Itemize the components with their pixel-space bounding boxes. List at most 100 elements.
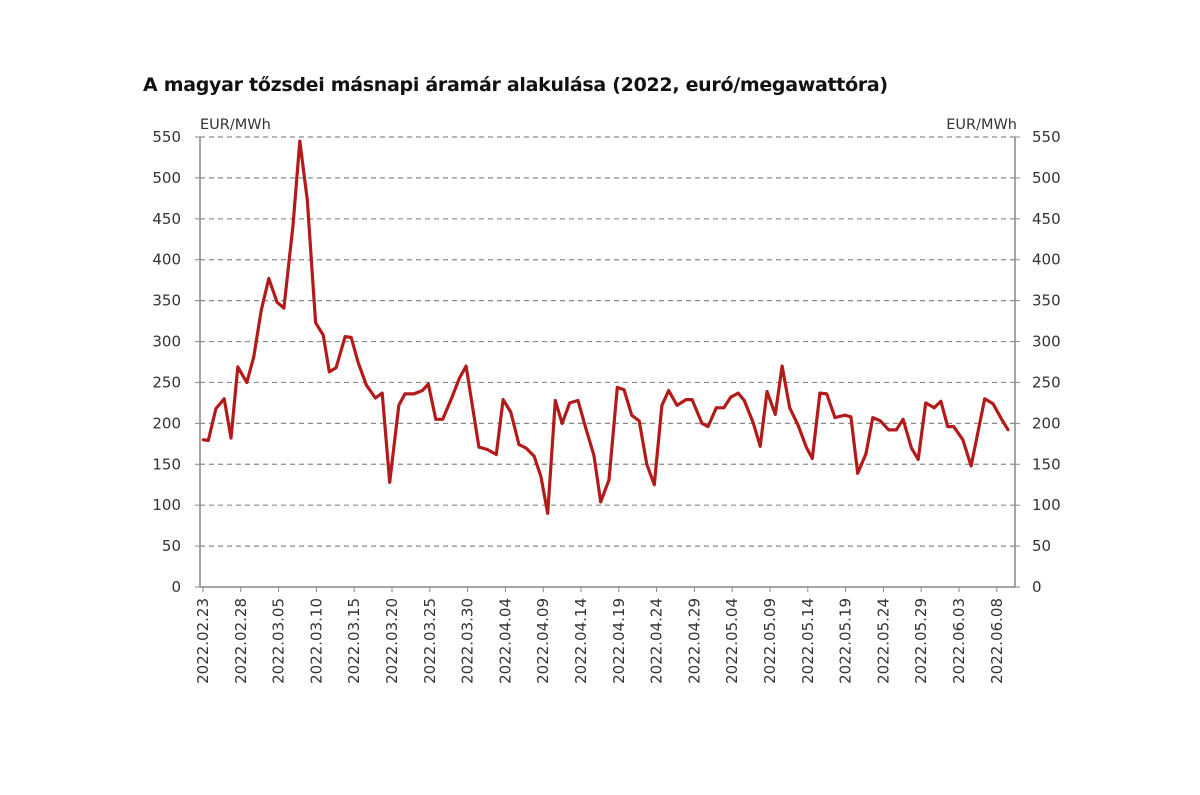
data-point (825, 392, 829, 396)
x-tick-label: 2022.03.05 (270, 598, 288, 684)
left-y-tick-label: 150 (152, 455, 181, 473)
data-point (321, 333, 325, 337)
data-point (267, 277, 271, 280)
x-tick-label: 2022.05.04 (723, 598, 741, 684)
right-y-tick-label: 350 (1032, 292, 1061, 310)
data-point (532, 454, 536, 458)
x-tick-label: 2022.05.19 (837, 598, 855, 684)
data-point (742, 399, 746, 402)
x-tick-label: 2022.04.14 (572, 598, 590, 684)
x-tick-label: 2022.03.10 (307, 598, 325, 684)
data-point (736, 391, 740, 395)
data-point (939, 399, 943, 403)
data-point (501, 398, 505, 402)
data-point (901, 417, 905, 421)
data-point (1000, 418, 1004, 422)
data-point (924, 401, 928, 405)
x-tick-label: 2022.03.15 (345, 598, 363, 684)
data-point (645, 462, 649, 466)
data-point (275, 300, 279, 304)
data-point (871, 416, 875, 420)
x-tick-label: 2022.03.25 (421, 598, 439, 684)
left-y-tick-label: 100 (152, 496, 181, 514)
data-point (388, 480, 392, 484)
data-point (397, 403, 401, 407)
data-point (788, 406, 792, 410)
data-point (245, 381, 249, 384)
x-tick-label: 2022.04.19 (610, 598, 628, 684)
right-y-tick-label: 0 (1032, 578, 1042, 596)
data-point (804, 445, 808, 449)
data-point (327, 370, 331, 374)
data-point (615, 385, 619, 389)
data-point (946, 425, 950, 429)
x-tick-label: 2022.04.04 (496, 598, 514, 684)
x-tick-label: 2022.02.23 (194, 598, 212, 684)
data-point (833, 416, 837, 420)
data-point (364, 383, 368, 387)
price-series-line (202, 139, 1010, 515)
data-point (690, 398, 694, 402)
x-tick-label: 2022.06.08 (988, 598, 1006, 684)
data-point (426, 382, 430, 386)
data-point (637, 419, 641, 423)
data-point (894, 428, 898, 432)
right-y-tick-label: 250 (1032, 373, 1061, 391)
right-y-tick-label: 100 (1032, 496, 1061, 514)
data-point (584, 428, 588, 432)
data-point (553, 399, 557, 402)
data-point (477, 445, 481, 449)
data-point (206, 439, 210, 442)
data-point (509, 410, 513, 414)
data-point (560, 421, 564, 425)
left-y-tick-label: 50 (162, 537, 181, 555)
left-y-tick-label: 400 (152, 251, 181, 269)
x-tick-label: 2022.04.24 (648, 598, 666, 684)
data-point (983, 397, 987, 401)
data-point (592, 453, 596, 457)
right-y-tick-label: 500 (1032, 169, 1061, 187)
data-point (660, 403, 664, 407)
left-y-tick-label: 300 (152, 333, 181, 351)
data-point (810, 457, 814, 460)
x-tick-labels: 2022.02.23 2022.02.28 2022.03.05 2022.03.10… (194, 587, 1006, 684)
data-point (539, 475, 543, 478)
data-point (878, 419, 882, 423)
right-y-unit-label: EUR/MWh (946, 117, 1017, 133)
data-point (517, 443, 521, 447)
data-point (412, 392, 416, 396)
x-tick-label: 2022.03.20 (383, 598, 401, 684)
right-y-tick-label: 50 (1032, 537, 1051, 555)
data-point (952, 425, 956, 429)
data-points (201, 139, 1010, 515)
left-y-tick-label: 350 (152, 292, 181, 310)
data-point (259, 309, 263, 312)
right-y-tick-label: 200 (1032, 414, 1061, 432)
data-point (434, 417, 438, 421)
right-y-tick-label: 450 (1032, 210, 1061, 228)
data-point (334, 366, 338, 370)
x-tick-label: 2022.05.29 (912, 598, 930, 684)
data-point (864, 452, 868, 456)
data-point (343, 335, 347, 339)
data-point (229, 436, 233, 440)
right-y-tick-label: 300 (1032, 333, 1061, 351)
data-point (214, 407, 218, 411)
x-tick-label: 2022.03.30 (459, 598, 477, 684)
data-point (667, 389, 671, 393)
data-point (758, 444, 762, 448)
left-y-tick-label: 450 (152, 210, 181, 228)
data-point (201, 438, 205, 442)
data-point (969, 464, 973, 468)
data-point (222, 397, 226, 401)
x-tick-label: 2022.04.29 (685, 598, 703, 684)
data-point (751, 421, 755, 425)
data-point (576, 399, 580, 402)
data-point (684, 398, 688, 402)
data-point (349, 336, 353, 339)
data-point (494, 453, 498, 456)
data-point (441, 417, 445, 421)
x-tick-label: 2022.05.14 (799, 598, 817, 684)
data-point (765, 390, 769, 393)
